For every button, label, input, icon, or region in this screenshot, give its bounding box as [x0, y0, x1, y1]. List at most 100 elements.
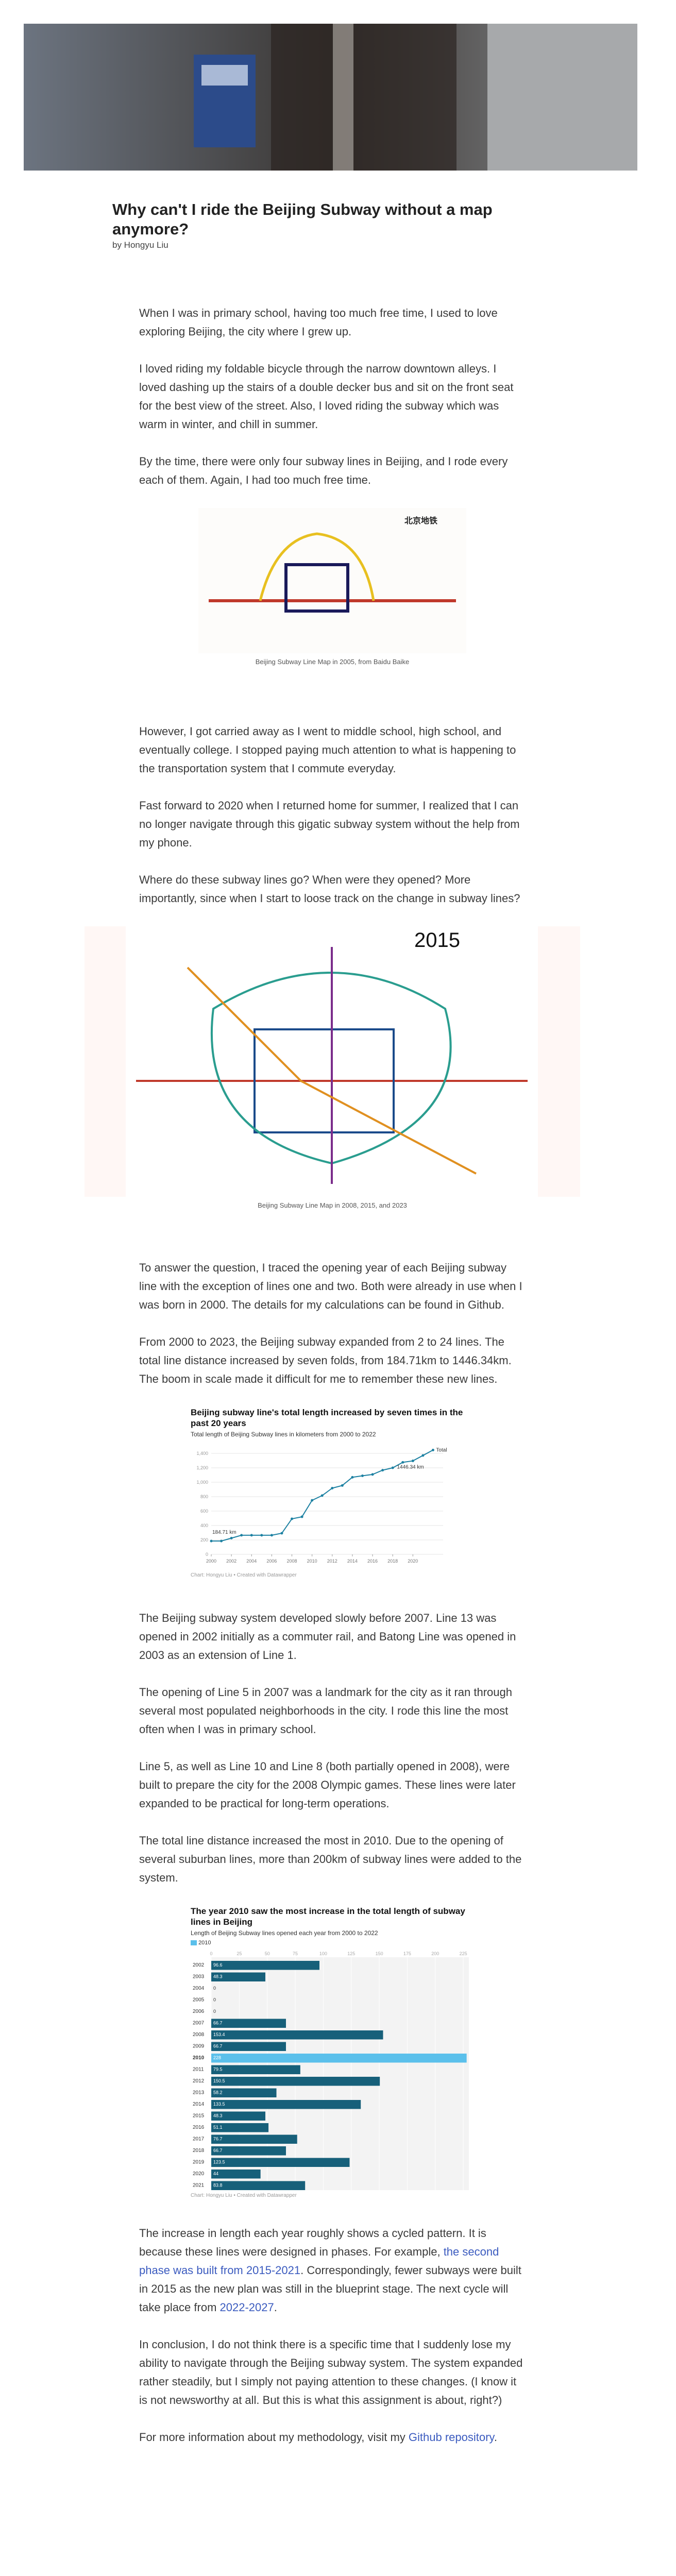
x-tick-label: 2008	[287, 1558, 297, 1564]
x-tick-label: 50	[265, 1951, 270, 1956]
text: For more information about my methodolog…	[139, 2431, 409, 2444]
point	[270, 1534, 273, 1537]
x-tick-label: 2012	[327, 1558, 337, 1564]
bar	[211, 2077, 380, 2086]
link[interactable]: 2022-2027	[219, 2301, 274, 2314]
x-tick-label: 2010	[307, 1558, 317, 1564]
point	[250, 1534, 253, 1537]
plot: 0 200 400 600 800 1,000 1,200 1,400 2000 2002 2004…	[196, 1448, 447, 1564]
bar	[211, 2181, 306, 2190]
paragraph: When I was in primary school, having too…	[139, 307, 498, 338]
paragraph: Where do these subway lines go? When wer…	[139, 873, 520, 905]
value-label: 0	[213, 1997, 216, 2003]
legend-label: 2010	[198, 1940, 211, 1946]
point	[300, 1515, 303, 1518]
bar	[211, 2146, 286, 2156]
point	[411, 1460, 414, 1463]
map-label: 北京地铁	[404, 516, 437, 526]
y-tick-label: 600	[200, 1509, 208, 1514]
value-label: 150.5	[213, 2078, 225, 2083]
x-tick-label: 0	[210, 1951, 212, 1956]
y-tick-label: 200	[200, 1537, 208, 1543]
value-label: 44	[213, 2171, 218, 2176]
x-tick-label: 25	[236, 1951, 242, 1956]
paragraph: The Beijing subway system developed slow…	[139, 1612, 516, 1662]
y-tick-label: 2015	[193, 2113, 205, 2119]
value-label: 0	[213, 2009, 216, 2014]
series-label: Total	[436, 1448, 447, 1453]
point	[220, 1539, 223, 1543]
legend: 2010	[191, 1940, 474, 1946]
bar	[211, 2042, 286, 2051]
value-label: 66.7	[213, 2044, 223, 2049]
article: Why can't I ride the Beijing Subway with…	[84, 200, 580, 2447]
y-tick-label: 2012	[193, 2078, 205, 2084]
point	[210, 1539, 213, 1543]
x-tick-label: 2018	[387, 1558, 398, 1564]
point	[371, 1473, 374, 1476]
bar	[211, 1972, 265, 1981]
value-label: 83.8	[213, 2183, 223, 2188]
y-tick-label: 2011	[193, 2067, 204, 2073]
y-tick-label: 2010	[193, 2055, 205, 2061]
figure: 2015 Beijing Subway Line Map in 2008, 20…	[84, 926, 580, 1209]
link[interactable]: the second phase was built from 2015-202…	[139, 2245, 499, 2277]
bar	[211, 2088, 277, 2097]
y-tick-label: 2018	[193, 2148, 205, 2154]
bar	[211, 2054, 467, 2063]
x-tick-label: 2020	[408, 1558, 418, 1564]
paragraph: To answer the question, I traced the ope…	[139, 1261, 522, 1311]
point	[230, 1537, 233, 1539]
point	[311, 1499, 314, 1502]
annotation: 184.71 km	[212, 1530, 236, 1535]
point	[320, 1494, 324, 1497]
link[interactable]: Github repository	[408, 2431, 494, 2444]
figure-caption: Beijing Subway Line Map in 2005, from Ba…	[255, 658, 410, 666]
paragraph: Line 5, as well as Line 10 and Line 8 (b…	[139, 1760, 516, 1810]
value-label: 123.5	[213, 2160, 225, 2165]
bar	[211, 2111, 265, 2121]
bar	[211, 2065, 300, 2074]
value-label: 66.7	[213, 2021, 223, 2026]
y-tick-label: 1,400	[196, 1451, 208, 1456]
x-tick-label: 75	[293, 1951, 298, 1956]
point	[341, 1484, 344, 1487]
bar	[211, 2030, 383, 2040]
y-tick-label: 2004	[193, 1986, 205, 1991]
value-label: 153.4	[213, 2032, 225, 2037]
text: The increase in length each year roughly…	[139, 2227, 486, 2258]
y-tick-label: 400	[200, 1523, 208, 1528]
point	[280, 1532, 283, 1535]
paragraph: The total line distance increased the mo…	[139, 1834, 522, 1884]
x-tick-label: 2014	[347, 1558, 358, 1564]
value-label: 96.6	[213, 1962, 223, 1968]
y-tick-label: 0	[206, 1552, 208, 1557]
y-tick-label: 2017	[193, 2137, 205, 2142]
figure-caption: Beijing Subway Line Map in 2008, 2015, a…	[258, 1201, 407, 1209]
y-tick-label: 2019	[193, 2160, 205, 2165]
map-image: 2015	[84, 926, 580, 1197]
point	[351, 1476, 354, 1479]
annotation: 1446.34 km	[397, 1465, 424, 1470]
value-label: 76.7	[213, 2137, 223, 2142]
x-tick-label: 125	[347, 1951, 355, 1956]
chart-title: The year 2010 saw the most increase in t…	[191, 1906, 465, 1927]
bar	[211, 2158, 350, 2167]
text: . Correspondingly, fewer subways were bu…	[139, 2264, 521, 2314]
point	[401, 1461, 404, 1464]
x-tick-label: 2006	[266, 1558, 277, 1564]
point	[431, 1449, 434, 1452]
x-tick-label: 150	[376, 1951, 383, 1956]
value-label: 0	[213, 1986, 216, 1991]
chart-footer: Chart: Hongyu Liu • Created with Datawra…	[191, 2193, 297, 2198]
value-label: 48.3	[213, 1974, 223, 1979]
x-tick-label: 200	[431, 1951, 439, 1956]
point	[291, 1517, 294, 1520]
value-label: 228	[213, 2055, 221, 2060]
bar	[211, 2134, 297, 2144]
y-tick-label: 800	[200, 1494, 208, 1499]
paragraph: Fast forward to 2020 when I returned hom…	[139, 799, 520, 849]
text: .	[494, 2431, 497, 2444]
